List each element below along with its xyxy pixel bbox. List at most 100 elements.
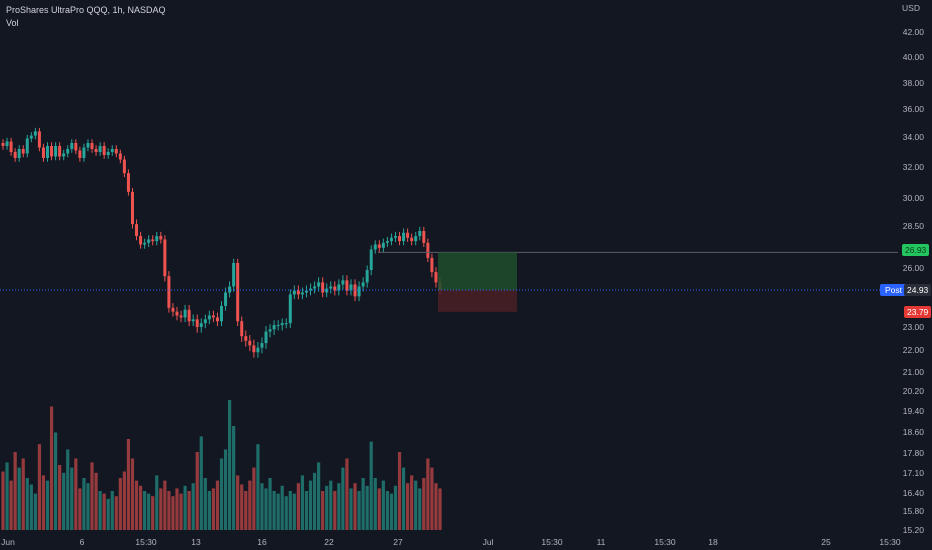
candle: [256, 341, 260, 358]
target-zone[interactable]: [438, 252, 517, 290]
volume-bar: [143, 491, 147, 530]
price-tick: 40.00: [902, 52, 924, 62]
candle: [410, 233, 414, 246]
candle: [98, 142, 102, 156]
volume-bar: [159, 488, 163, 530]
candle: [317, 277, 321, 292]
volume-bars: [1, 400, 442, 530]
volume-bar: [167, 491, 171, 530]
candle: [163, 235, 167, 282]
candle: [345, 275, 349, 296]
candle: [130, 187, 134, 229]
candle: [74, 139, 78, 155]
volume-bar: [195, 452, 199, 530]
candle: [102, 142, 106, 159]
candle: [426, 238, 430, 263]
volume-bar: [211, 488, 216, 530]
stop-zone[interactable]: [438, 290, 517, 312]
candle: [21, 145, 25, 158]
candle: [402, 228, 406, 246]
price-tick: 17.80: [902, 448, 924, 458]
volume-bar: [9, 480, 13, 530]
candle: [260, 337, 264, 354]
symbol-title[interactable]: ProShares UltraPro QQQ, 1h, NASDAQ: [6, 5, 166, 15]
candle: [280, 318, 284, 331]
candle: [29, 132, 33, 143]
volume-bar: [418, 488, 422, 530]
candle: [288, 289, 292, 329]
candle: [54, 142, 58, 161]
volume-bar: [54, 432, 58, 530]
volume-bar: [147, 493, 151, 530]
volume-bar: [406, 483, 410, 530]
volume-bar: [377, 488, 381, 530]
candle: [82, 143, 86, 162]
candle: [135, 219, 139, 241]
candle: [296, 285, 300, 300]
price-axis[interactable]: USD 42.00 40.00 38.00 36.00 34.00 32.00 30.00 2…: [898, 0, 932, 535]
candle: [175, 306, 179, 321]
volume-bar: [163, 480, 167, 530]
volume-bar: [434, 483, 438, 530]
time-tick: 15:30: [135, 537, 157, 547]
currency-label: USD: [902, 3, 920, 13]
time-tick: 13: [191, 537, 201, 547]
volume-bar: [33, 493, 37, 530]
volume-bar: [333, 491, 337, 530]
time-tick: 25: [821, 537, 831, 547]
candle: [203, 314, 207, 329]
position-tool[interactable]: [0, 251, 898, 312]
volume-bar: [49, 406, 54, 530]
candle: [252, 339, 256, 358]
volume-bar: [296, 483, 300, 530]
price-tick: 23.00: [902, 322, 924, 332]
candle: [398, 231, 402, 246]
volume-bar: [126, 439, 131, 530]
volume-bar: [17, 467, 21, 530]
volume-bar: [422, 478, 426, 530]
candle: [244, 330, 248, 347]
candle: [37, 127, 41, 152]
chart-canvas[interactable]: [0, 0, 898, 530]
volume-bar: [25, 478, 29, 530]
volume-bar: [86, 483, 90, 530]
volume-bar: [223, 449, 228, 530]
candle: [17, 145, 21, 162]
volume-bar: [244, 491, 248, 530]
volume-bar: [82, 478, 86, 530]
price-tick: 20.20: [902, 386, 924, 396]
candle: [147, 235, 151, 247]
volume-bar: [329, 480, 333, 530]
time-axis[interactable]: Jun 6 15:30 13 16 22 27 Jul 15:30 11 15:30 18 25 15:3…: [0, 530, 901, 550]
volume-bar: [430, 467, 434, 530]
volume-bar: [389, 493, 394, 530]
candle: [393, 231, 397, 242]
volume-bar: [130, 458, 135, 530]
volume-bar: [397, 452, 402, 530]
candle: [365, 265, 369, 288]
candle: [418, 226, 422, 241]
candle: [9, 137, 13, 156]
candle: [268, 324, 272, 338]
candle: [341, 275, 345, 290]
volume-bar: [171, 496, 175, 530]
candle: [228, 281, 232, 298]
volume-indicator-label[interactable]: Vol: [6, 18, 19, 28]
candle: [434, 267, 438, 288]
candle: [381, 238, 385, 253]
time-tick: Jun: [1, 537, 15, 547]
volume-bar: [78, 488, 82, 530]
candle: [309, 283, 313, 296]
candle: [373, 240, 377, 254]
candle: [284, 318, 288, 329]
volume-bar: [272, 491, 276, 530]
volume-bar: [248, 480, 252, 530]
price-tick: 26.00: [902, 263, 924, 273]
candle: [300, 287, 304, 300]
volume-bar: [321, 491, 325, 530]
volume-bar: [187, 491, 191, 530]
volume-bar: [300, 475, 305, 530]
time-tick: 11: [596, 537, 606, 547]
candle: [264, 326, 268, 349]
volume-bar: [236, 475, 240, 530]
